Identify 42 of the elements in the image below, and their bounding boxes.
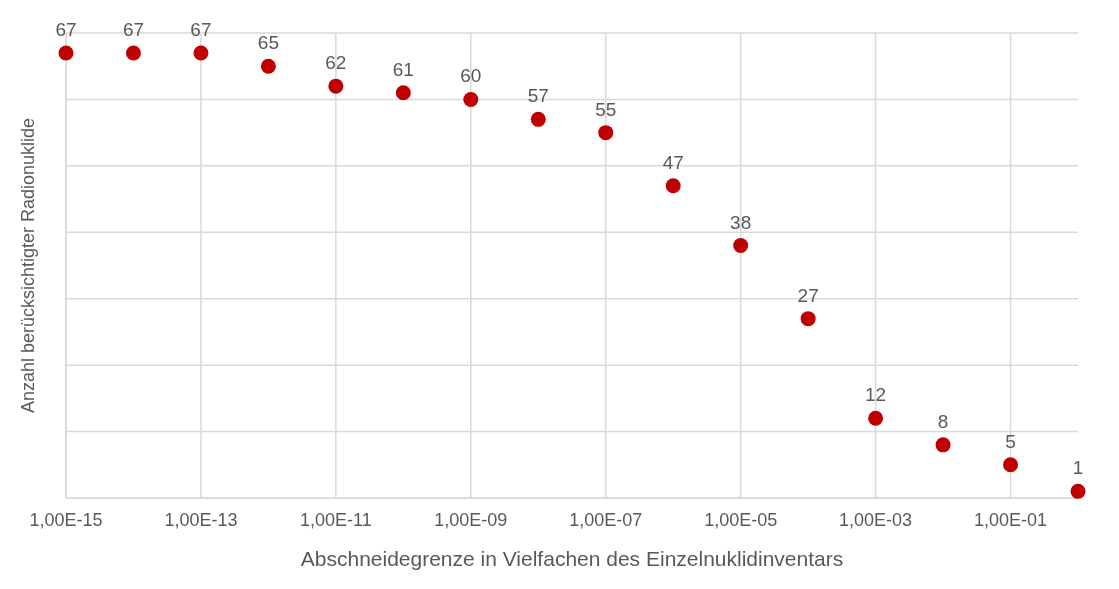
point <box>1070 483 1086 499</box>
data-label: 27 <box>797 284 819 306</box>
x-axis-title: Abschneidegrenze in Vielfachen des Einzelnuklidinventars <box>300 547 844 570</box>
data-label: 5 <box>1005 430 1016 452</box>
x-tick-label: 1,00E-11 <box>300 510 372 530</box>
point <box>328 78 344 94</box>
point <box>733 238 749 254</box>
data-label: 47 <box>662 151 684 173</box>
x-tick-label: 1,00E-07 <box>569 510 643 530</box>
x-tick-label: 1,00E-01 <box>974 510 1048 530</box>
data-label: 62 <box>325 52 347 74</box>
x-tick-label: 1,00E-13 <box>164 510 238 530</box>
data-label: 67 <box>190 18 212 40</box>
x-tick-label: 1,00E-05 <box>704 510 778 530</box>
point <box>868 410 884 426</box>
point <box>58 45 74 61</box>
point <box>125 45 141 61</box>
data-label: 67 <box>55 18 77 40</box>
data-label: 61 <box>392 58 414 80</box>
data-label: 1 <box>1072 457 1084 479</box>
data-label: 12 <box>865 384 887 406</box>
point <box>530 111 546 127</box>
x-tick-label: 1,00E-15 <box>29 510 103 530</box>
point <box>193 45 209 61</box>
data-label: 55 <box>595 98 617 120</box>
point <box>665 178 681 194</box>
data-label: 60 <box>460 65 482 87</box>
point <box>463 91 479 107</box>
point <box>260 58 276 74</box>
data-label: 67 <box>122 18 145 40</box>
data-label: 8 <box>937 410 949 432</box>
x-tick-label: 1,00E-03 <box>839 510 913 530</box>
point <box>395 85 411 101</box>
x-tick-label: 1,00E-09 <box>434 510 508 530</box>
point <box>800 311 816 327</box>
data-label: 65 <box>257 32 279 54</box>
point <box>935 437 951 453</box>
y-axis-title: Anzahl berücksichtigter Radionuklide <box>18 117 38 414</box>
point <box>598 125 614 141</box>
point <box>1003 457 1019 473</box>
data-label: 57 <box>527 85 549 107</box>
data-label: 38 <box>730 211 752 233</box>
